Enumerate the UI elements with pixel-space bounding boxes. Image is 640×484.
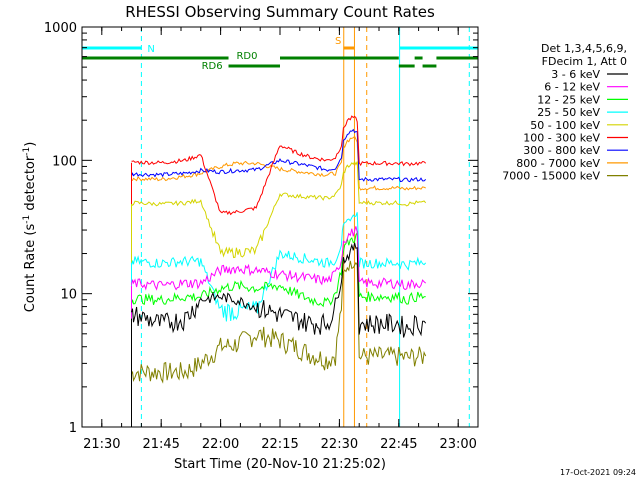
axes-layer: 21:30 21:45 22:00 22:15 22:30 22:45 23:00 1 10 10… bbox=[44, 21, 479, 452]
x-axis-label: Start Time (20-Nov-10 21:25:02) bbox=[174, 457, 386, 472]
legend-label-8: 7000 - 15000 keV bbox=[502, 170, 600, 183]
legend-label-0: 3 - 6 keV bbox=[551, 68, 600, 81]
state-label-1: S bbox=[335, 36, 341, 47]
legend-label-3: 25 - 50 keV bbox=[537, 106, 600, 119]
series-line-8 bbox=[131, 260, 427, 384]
footer-timestamp: 17-Oct-2021 09:24 bbox=[560, 468, 636, 477]
plot-area bbox=[81, 27, 470, 427]
legend-header-1: FDecim 1, Att 0 bbox=[542, 55, 627, 68]
x-tick-label-5: 22:45 bbox=[380, 437, 417, 452]
x-tick-label-4: 22:30 bbox=[321, 437, 358, 452]
state-bars-layer: N S RD0 RD6 bbox=[82, 36, 478, 72]
series-line-3 bbox=[131, 212, 427, 322]
chart-title: RHESSI Observing Summary Count Rates bbox=[125, 3, 435, 21]
series-line-6 bbox=[131, 128, 427, 183]
state-label-2: RD0 bbox=[236, 51, 257, 62]
y-tick-label-3: 1000 bbox=[44, 21, 77, 36]
legend-header-0: Det 1,3,4,5,6,9, bbox=[541, 42, 627, 55]
series-line-0 bbox=[131, 242, 427, 338]
legend-label-6: 300 - 800 keV bbox=[523, 144, 600, 157]
legend-label-2: 12 - 25 keV bbox=[537, 93, 600, 106]
series-line-2 bbox=[131, 230, 426, 308]
series-line-1 bbox=[131, 226, 427, 291]
legend-label-5: 100 - 300 keV bbox=[523, 132, 600, 145]
y-tick-label-2: 100 bbox=[52, 154, 77, 169]
x-tick-label-2: 22:00 bbox=[202, 437, 239, 452]
state-label-3: RD6 bbox=[202, 61, 223, 72]
y-tick-label-0: 1 bbox=[69, 421, 77, 436]
legend-label-4: 50 - 100 keV bbox=[530, 119, 600, 132]
series-line-5 bbox=[131, 115, 427, 216]
y-axis-label: Count Rate (s-1 detector-1) bbox=[22, 142, 38, 313]
series-line-7 bbox=[131, 135, 426, 191]
x-tick-label-6: 23:00 bbox=[439, 437, 476, 452]
y-tick-label-1: 10 bbox=[60, 288, 77, 303]
x-tick-label-1: 21:45 bbox=[142, 437, 179, 452]
series-layer bbox=[131, 115, 427, 427]
legend-label-7: 800 - 7000 keV bbox=[516, 157, 600, 170]
series-line-4 bbox=[131, 160, 427, 259]
x-tick-label-0: 21:30 bbox=[83, 437, 120, 452]
legend-label-1: 6 - 12 keV bbox=[544, 81, 600, 94]
state-label-0: N bbox=[147, 44, 154, 55]
x-tick-label-3: 22:15 bbox=[261, 437, 298, 452]
legend: Det 1,3,4,5,6,9,FDecim 1, Att 03 - 6 keV… bbox=[502, 42, 628, 183]
